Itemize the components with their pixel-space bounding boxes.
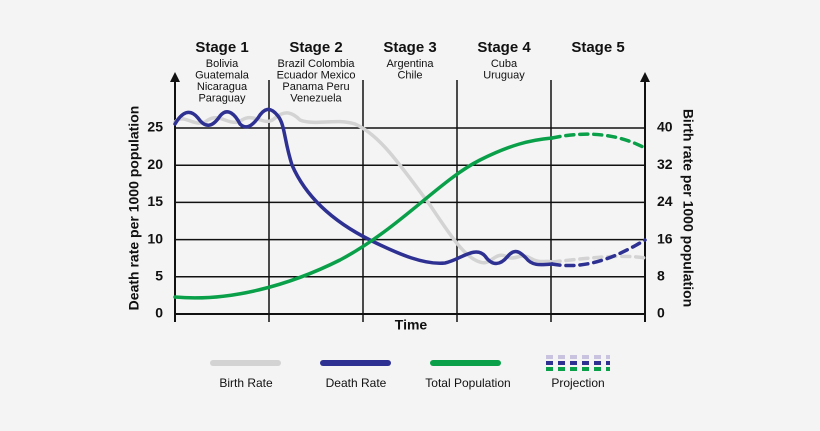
x-axis-label: Time [395, 317, 428, 333]
right-tick-label: 16 [657, 230, 673, 246]
left-tick-label: 5 [155, 268, 163, 284]
left-tick-label: 0 [155, 305, 163, 321]
country: Uruguay [483, 69, 525, 81]
right-tick-label: 8 [657, 268, 665, 284]
legend-label: Total Population [425, 376, 510, 390]
stage-title: Stage 3 [383, 39, 436, 56]
stage-title: Stage 5 [571, 39, 624, 56]
death-rate-curve [173, 107, 554, 267]
country: Cuba [491, 58, 518, 70]
arrow [640, 72, 650, 82]
population-projection [550, 132, 647, 150]
country: Panama Peru [282, 81, 349, 93]
birth-rate-projection [550, 254, 647, 264]
right-axis-label: Birth rate per 1000 population [680, 109, 696, 307]
left-tick-label: 10 [147, 230, 163, 246]
left-axis-label: Death rate per 1000 population [126, 106, 142, 311]
country: Guatemala [195, 69, 250, 81]
right-tick-label: 40 [657, 119, 673, 135]
legend-label: Birth Rate [219, 376, 273, 390]
right-tick-label: 24 [657, 193, 673, 209]
arrow [170, 72, 180, 82]
population-curve [173, 136, 554, 300]
country: Bolivia [206, 58, 239, 70]
country: Ecuador Mexico [277, 69, 356, 81]
stage-title: Stage 1 [195, 39, 248, 56]
country: Nicaragua [197, 81, 248, 93]
country: Paraguay [198, 92, 246, 104]
grid [175, 80, 645, 322]
right-tick-label: 32 [657, 156, 673, 172]
country: Brazil Colombia [277, 58, 355, 70]
country: Argentina [386, 58, 434, 70]
legend-label: Death Rate [326, 376, 387, 390]
left-tick-label: 15 [147, 193, 163, 209]
left-tick-label: 20 [147, 156, 163, 172]
legend-label: Projection [551, 376, 604, 390]
stage-title: Stage 4 [477, 39, 531, 56]
right-tick-label: 0 [657, 305, 665, 321]
stage-title: Stage 2 [289, 39, 342, 56]
country: Chile [397, 69, 422, 81]
country: Venezuela [290, 92, 342, 104]
left-tick-label: 25 [147, 119, 163, 135]
birth-rate-curve [173, 111, 554, 265]
death-rate-projection [550, 238, 647, 268]
